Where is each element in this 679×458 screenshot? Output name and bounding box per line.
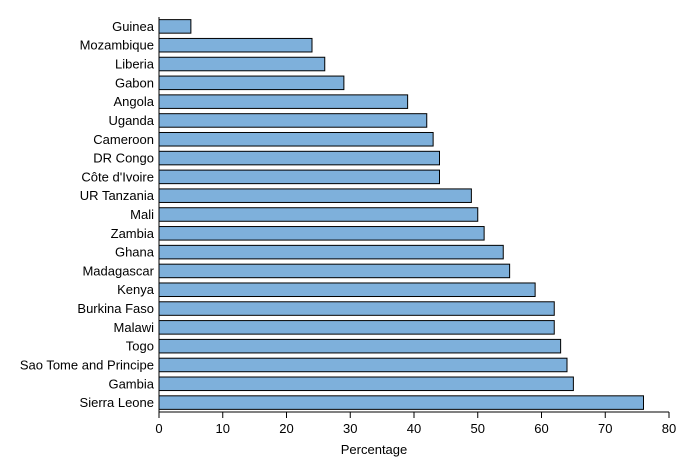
category-label: Zambia [111, 226, 155, 241]
bar [158, 226, 485, 241]
category-label: UR Tanzania [80, 188, 155, 203]
category-label: Gambia [108, 376, 154, 391]
category-label: Côte d'Ivoire [81, 169, 154, 184]
category-label: Togo [126, 339, 154, 354]
bar [158, 37, 313, 53]
x-tick-label: 80 [662, 421, 676, 436]
bar [158, 376, 574, 392]
x-tick-label: 60 [534, 421, 548, 436]
category-label: Cameroon [93, 132, 154, 147]
category-label: Liberia [115, 57, 155, 72]
category-label: Sao Tome and Principe [20, 357, 154, 372]
bar [158, 75, 345, 91]
bar [158, 395, 644, 410]
bar [158, 357, 568, 373]
bar [158, 188, 472, 203]
bar [158, 169, 440, 185]
bar [158, 263, 511, 279]
category-label: Gabon [115, 75, 154, 90]
category-label: Sierra Leone [80, 395, 154, 410]
x-axis-ticks: 0 10 20 30 40 50 60 70 80 [155, 412, 676, 436]
bar [158, 207, 479, 222]
category-label: DR Congo [93, 151, 154, 166]
x-tick-label: 30 [343, 421, 357, 436]
category-label: Ghana [115, 245, 155, 260]
category-label: Mali [130, 207, 154, 222]
bar [158, 113, 428, 128]
category-labels: Guinea Mozambique Liberia Gabon Angola Uganda… [20, 19, 155, 410]
x-tick-label: 70 [598, 421, 612, 436]
bars-group [158, 19, 644, 410]
bar [158, 338, 562, 354]
category-label: Kenya [117, 282, 155, 297]
category-label: Madagascar [82, 263, 154, 278]
x-tick-label: 40 [407, 421, 421, 436]
x-tick-label: 50 [471, 421, 485, 436]
category-label: Mozambique [80, 38, 154, 53]
x-tick-label: 10 [216, 421, 230, 436]
category-label: Guinea [112, 19, 155, 34]
bar [158, 94, 409, 109]
bar [158, 282, 536, 298]
bar [158, 150, 440, 166]
bar [158, 320, 555, 335]
bar [158, 131, 434, 147]
bar [158, 56, 326, 72]
x-tick-label: 0 [155, 421, 162, 436]
bar [158, 244, 504, 260]
category-label: Malawi [114, 320, 155, 335]
category-label: Angola [114, 94, 155, 109]
category-label: Burkina Faso [77, 301, 154, 316]
x-axis-title: Percentage [341, 442, 408, 457]
category-label: Uganda [108, 113, 154, 128]
x-tick-label: 20 [279, 421, 293, 436]
bar [158, 301, 555, 316]
bar [158, 19, 192, 34]
